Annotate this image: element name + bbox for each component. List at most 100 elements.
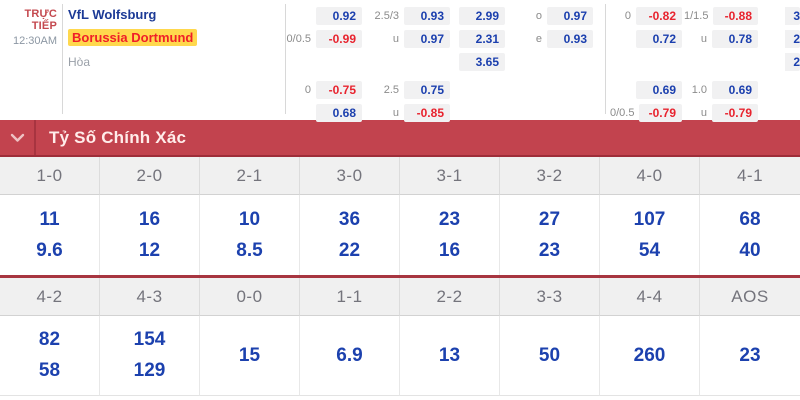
score-odds-value[interactable]: 36	[338, 208, 361, 230]
score-header: 4-3	[100, 278, 200, 316]
odds-line-label: 2.5	[383, 83, 399, 96]
odds-line-label: 0/0.5	[286, 32, 311, 45]
odds-cell-ht-handicap-away[interactable]: 0.72	[636, 29, 682, 48]
odds-cell-ht-1[interactable]: 3	[785, 6, 800, 25]
vertical-divider	[605, 4, 606, 114]
odds-line-label: u	[392, 106, 399, 119]
odds-cell-ht-handicap2-home[interactable]: 0.69	[636, 80, 682, 99]
score-header: 1-1	[300, 278, 400, 316]
score-odds-value[interactable]: 12	[138, 239, 161, 261]
team-names: VfL Wolfsburg Borussia Dortmund Hòa	[68, 7, 198, 69]
odds-cell-ft-x[interactable]: 3.65	[459, 52, 505, 71]
odds-cell-ft-odd[interactable]: 0.97	[547, 6, 593, 25]
odds-group-ft-total: 2.5/3 0.93 u 0.97 2.5 0.75 u -0.85	[372, 4, 450, 124]
score-column-4-1: 4-1 68 40	[700, 157, 800, 275]
score-odds-value[interactable]: 6.9	[336, 344, 363, 366]
score-odds-value[interactable]: 23	[438, 208, 461, 230]
score-column-4-4: 4-4 260	[600, 278, 700, 396]
odds-cell-ft-under2[interactable]: -0.85	[404, 103, 450, 122]
odds-cell-ht-over2[interactable]: 0.69	[712, 80, 758, 99]
correct-score-section-header[interactable]: Tỷ Số Chính Xác	[0, 120, 800, 157]
correct-score-grid-row2: 4-2 82 58 4-3 154 129 0-0 15 1-1 6.9 2-2 1…	[0, 278, 800, 396]
odds-line-label: 1/1.5	[684, 9, 709, 22]
vertical-divider	[285, 4, 286, 114]
score-column-1-1: 1-1 6.9	[300, 278, 400, 396]
score-column-aos: AOS 23	[700, 278, 800, 396]
score-odds-value[interactable]: 68	[739, 208, 761, 230]
bar-divider	[34, 120, 36, 155]
vertical-divider	[62, 4, 63, 114]
odds-cell-ht-over[interactable]: -0.88	[713, 6, 758, 25]
odds-group-ft-oddeven: o 0.97 e 0.93	[530, 4, 593, 124]
odds-cell-ht-handicap2-away[interactable]: -0.79	[639, 103, 682, 122]
score-header: 0-0	[200, 278, 300, 316]
odds-cell-ft-2[interactable]: 2.31	[459, 29, 505, 48]
score-odds-value[interactable]: 154	[133, 329, 166, 350]
score-odds-value[interactable]: 40	[739, 239, 761, 261]
odds-cell-ft-handicap-home[interactable]: 0.92	[316, 6, 362, 25]
odds-line-label: o	[535, 9, 542, 22]
score-odds-value[interactable]: 9.6	[36, 239, 63, 261]
score-odds-value[interactable]: 50	[538, 344, 561, 366]
score-odds-value[interactable]: 23	[538, 239, 561, 261]
odds-group-ft-handicap: 0.92 0/0.5 -0.99 0 -0.75 0.68	[286, 4, 362, 124]
score-column-1-0: 1-0 11 9.6	[0, 157, 100, 275]
odds-row-empty	[372, 50, 450, 73]
odds-cell-ht-2[interactable]: 2	[785, 29, 800, 48]
score-odds-value[interactable]: 11	[39, 208, 60, 230]
odds-cell-ft-under[interactable]: 0.97	[404, 29, 450, 48]
odds-cell-ht-under2[interactable]: -0.79	[712, 103, 758, 122]
score-odds-value[interactable]: 16	[138, 208, 161, 230]
correct-score-grid-row1: 1-0 11 9.6 2-0 16 12 2-1 10 8.5 3-0 36 22 3-…	[0, 157, 800, 275]
odds-line-label: 0	[304, 83, 311, 96]
odds-row-empty	[684, 50, 758, 73]
odds-line-label: 2.5/3	[374, 9, 399, 22]
odds-cell-ht-under[interactable]: 0.78	[712, 29, 758, 48]
score-odds-value[interactable]: 260	[633, 344, 666, 366]
score-odds-value[interactable]: 13	[438, 344, 461, 366]
score-odds-value[interactable]: 107	[633, 208, 666, 230]
score-header: 2-2	[400, 278, 500, 316]
score-odds-value[interactable]: 16	[438, 239, 461, 261]
score-odds-value[interactable]: 23	[739, 344, 761, 366]
odds-group-ft-1x2: 2.99 2.31 3.65	[459, 4, 505, 124]
score-odds-value[interactable]: 58	[38, 360, 61, 381]
odds-cell-ft-over2[interactable]: 0.75	[404, 80, 450, 99]
score-odds-value[interactable]: 27	[538, 208, 561, 230]
odds-row-empty	[530, 78, 593, 101]
odds-cell-ft-handicap2-away[interactable]: 0.68	[316, 103, 362, 122]
score-odds-value[interactable]: 129	[133, 360, 166, 381]
odds-cell-ft-even[interactable]: 0.93	[547, 29, 593, 48]
score-header: 3-3	[500, 278, 600, 316]
score-odds-value[interactable]: 10	[238, 208, 261, 230]
odds-cell-ft-handicap2-home[interactable]: -0.75	[316, 80, 362, 99]
score-column-3-0: 3-0 36 22	[300, 157, 400, 275]
odds-row-empty	[459, 101, 505, 124]
odds-line-label: e	[535, 32, 542, 45]
score-odds-value[interactable]: 8.5	[236, 239, 263, 261]
score-odds-value[interactable]: 54	[638, 239, 661, 261]
odds-row-empty	[530, 50, 593, 73]
score-column-4-2: 4-2 82 58	[0, 278, 100, 396]
odds-cell-ht-x[interactable]: 2	[785, 52, 800, 71]
odds-group-ht-1x2-clipped: 3 2 2	[785, 4, 800, 124]
odds-cell-ht-handicap-home[interactable]: -0.82	[636, 6, 682, 25]
odds-cell-ft-handicap-away[interactable]: -0.99	[316, 29, 362, 48]
odds-row-empty	[459, 78, 505, 101]
odds-group-ht-total: 1/1.5 -0.88 u 0.78 1.0 0.69 u -0.79	[684, 4, 758, 124]
score-column-0-0: 0-0 15	[200, 278, 300, 396]
score-header: 3-2	[500, 157, 600, 195]
score-header: 4-2	[0, 278, 100, 316]
score-odds-value[interactable]: 82	[38, 329, 61, 350]
score-column-2-2: 2-2 13	[400, 278, 500, 396]
odds-cell-ft-over[interactable]: 0.93	[404, 6, 450, 25]
score-header: 4-4	[600, 278, 700, 316]
draw-label: Hòa	[68, 55, 91, 69]
score-header: AOS	[700, 278, 800, 316]
section-title: Tỷ Số Chính Xác	[49, 127, 187, 147]
chevron-down-icon[interactable]	[0, 120, 34, 155]
score-odds-value[interactable]: 15	[238, 344, 261, 366]
odds-cell-ft-1[interactable]: 2.99	[459, 6, 505, 25]
score-odds-value[interactable]: 22	[338, 239, 361, 261]
away-team-name: Borussia Dortmund	[68, 29, 198, 46]
